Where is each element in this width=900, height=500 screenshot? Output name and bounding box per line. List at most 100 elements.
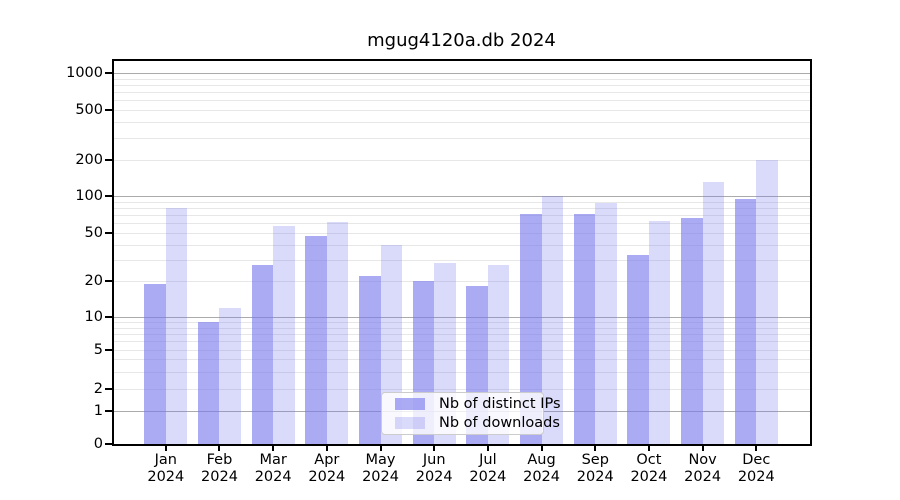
bar-downloads-feb xyxy=(219,307,241,444)
left-spine xyxy=(112,59,114,446)
x-tick xyxy=(594,446,597,451)
gridline-minor xyxy=(113,215,810,217)
bar-downloads-aug xyxy=(541,196,564,444)
bar-downloads-jan xyxy=(165,207,188,444)
y-tick-label: 500 xyxy=(75,102,103,118)
x-tick-label: Dec 2024 xyxy=(737,452,775,485)
bar-downloads-sep xyxy=(595,203,617,444)
gridline-minor xyxy=(113,201,810,203)
gridline-minor xyxy=(113,122,810,124)
x-tick xyxy=(272,446,275,451)
legend-entry-distinct-ips: Nb of distinct IPs xyxy=(395,396,561,412)
y-tick-label: 200 xyxy=(75,151,103,168)
y-tick xyxy=(105,232,112,234)
gridline-minor xyxy=(113,371,810,373)
bar-distinct-ips-feb xyxy=(197,322,220,444)
x-tick xyxy=(486,446,489,451)
chart-title: mgug4120a.db 2024 xyxy=(367,30,556,51)
x-tick-label: May 2024 xyxy=(362,452,399,485)
x-tick xyxy=(433,446,436,451)
x-tick-label: Feb 2024 xyxy=(201,452,238,485)
x-tick xyxy=(701,446,704,451)
gridline-minor xyxy=(113,333,810,335)
y-tick-label: 2 xyxy=(93,381,103,397)
x-tick-label: Sep 2024 xyxy=(576,452,614,485)
gridline-minor xyxy=(113,359,810,361)
gridline-minor xyxy=(113,233,810,234)
y-tick-label: 100 xyxy=(75,188,103,204)
y-tick xyxy=(105,442,112,445)
gridline-minor xyxy=(113,110,810,111)
gridline-major xyxy=(113,317,810,318)
top-spine xyxy=(112,59,812,61)
legend-label-distinct-ips: Nb of distinct IPs xyxy=(439,396,561,412)
bar-distinct-ips-mar xyxy=(251,265,274,444)
legend-label-downloads: Nb of downloads xyxy=(439,415,560,431)
gridline-minor xyxy=(113,159,810,161)
x-tick xyxy=(379,446,382,451)
y-tick-label: 50 xyxy=(84,225,103,241)
y-tick-label: 1 xyxy=(93,403,103,419)
bar-distinct-ips-dec xyxy=(734,198,757,444)
gridline-minor xyxy=(113,207,810,209)
y-tick xyxy=(105,388,112,390)
right-spine xyxy=(809,59,812,446)
x-tick xyxy=(647,446,650,451)
x-tick-label: Oct 2024 xyxy=(630,452,668,485)
gridline-minor xyxy=(113,92,810,94)
y-tick-label: 0 xyxy=(93,435,103,452)
bar-downloads-mar xyxy=(273,226,295,444)
gridline-minor xyxy=(113,137,810,139)
x-tick xyxy=(325,446,328,451)
x-tick-label: Jun 2024 xyxy=(415,452,453,485)
x-tick xyxy=(540,446,543,451)
x-tick xyxy=(218,446,221,451)
x-tick-label: Jan 2024 xyxy=(147,452,185,485)
gridline-minor xyxy=(113,389,810,390)
bar-distinct-ips-nov xyxy=(681,218,703,444)
x-tick-label: Aug 2024 xyxy=(523,452,560,485)
x-tick-label: Nov 2024 xyxy=(684,452,722,485)
bar-distinct-ips-apr xyxy=(305,236,327,444)
y-tick xyxy=(105,109,112,111)
y-tick-label: 10 xyxy=(84,309,103,325)
gridline-minor xyxy=(113,100,810,102)
bar-downloads-oct xyxy=(648,220,671,444)
y-tick xyxy=(105,410,112,412)
x-tick-label: Apr 2024 xyxy=(308,452,346,485)
gridline-minor xyxy=(113,281,810,282)
bar-distinct-ips-sep xyxy=(573,213,596,444)
gridline-minor xyxy=(113,259,810,261)
gridline-minor xyxy=(113,350,810,351)
bar-distinct-ips-oct xyxy=(627,254,649,444)
bar-distinct-ips-jan xyxy=(144,283,166,444)
y-tick-label: 20 xyxy=(84,273,103,289)
y-tick-label: 5 xyxy=(93,342,103,358)
legend: Nb of distinct IPs Nb of downloads xyxy=(381,392,561,435)
bar-downloads-apr xyxy=(326,221,349,444)
x-tick xyxy=(164,446,167,451)
gridline-major xyxy=(113,73,810,74)
gridline-major xyxy=(113,196,810,197)
gridline-minor xyxy=(113,322,810,324)
legend-swatch-downloads xyxy=(395,417,425,429)
y-tick-label: 1000 xyxy=(66,65,103,81)
gridline-minor xyxy=(113,78,810,80)
y-tick xyxy=(105,280,112,282)
bottom-spine xyxy=(112,444,812,446)
gridline-minor xyxy=(113,341,810,343)
y-tick xyxy=(105,72,112,74)
legend-swatch-distinct-ips xyxy=(395,398,425,410)
x-tick-label: Mar 2024 xyxy=(254,452,292,485)
gridline-minor xyxy=(113,223,810,225)
bar-distinct-ips-aug xyxy=(520,214,542,444)
x-tick xyxy=(755,446,758,451)
gridline-minor xyxy=(113,84,810,86)
y-tick xyxy=(105,195,112,197)
gridline-minor xyxy=(113,244,810,246)
bar-downloads-dec xyxy=(756,159,778,444)
x-tick-label: Jul 2024 xyxy=(469,452,507,485)
y-tick xyxy=(105,158,112,161)
gridline-minor xyxy=(113,327,810,329)
